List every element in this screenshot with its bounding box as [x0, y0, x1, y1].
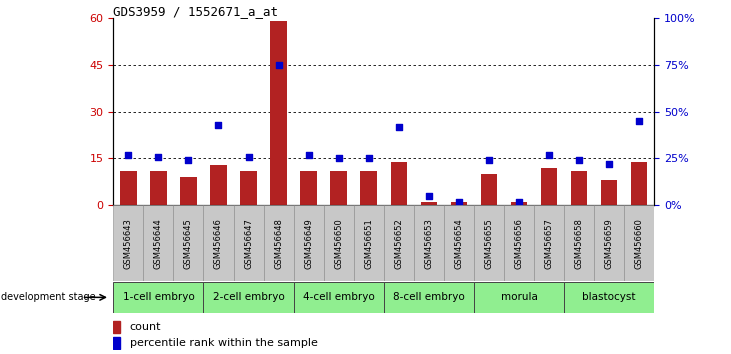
Text: GSM456654: GSM456654 — [455, 218, 463, 269]
Bar — [120, 171, 137, 205]
Text: 4-cell embryo: 4-cell embryo — [303, 292, 374, 302]
Bar — [203, 205, 233, 281]
Text: GSM456648: GSM456648 — [274, 218, 283, 269]
Bar — [571, 171, 588, 205]
Bar — [444, 205, 474, 281]
Point — [603, 161, 615, 167]
Bar — [113, 205, 143, 281]
Bar — [511, 202, 527, 205]
Point — [123, 152, 135, 158]
Text: GSM456649: GSM456649 — [304, 218, 313, 269]
Bar — [360, 171, 377, 205]
Bar — [534, 205, 564, 281]
Bar — [264, 205, 294, 281]
Point — [633, 118, 645, 124]
Bar — [420, 202, 437, 205]
Bar — [450, 202, 467, 205]
Point — [543, 152, 555, 158]
Text: 1-cell embryo: 1-cell embryo — [123, 292, 194, 302]
Point — [393, 124, 405, 129]
Bar — [564, 205, 594, 281]
Bar — [294, 205, 324, 281]
Text: GSM456660: GSM456660 — [635, 218, 644, 269]
Bar — [384, 205, 414, 281]
Bar — [180, 177, 197, 205]
Text: development stage: development stage — [1, 292, 96, 302]
Bar — [173, 205, 203, 281]
Bar — [300, 171, 317, 205]
Text: blastocyst: blastocyst — [583, 292, 636, 302]
Bar — [113, 321, 120, 333]
Text: 8-cell embryo: 8-cell embryo — [393, 292, 465, 302]
Point — [183, 158, 194, 163]
Text: GSM456643: GSM456643 — [124, 218, 133, 269]
Bar — [474, 282, 564, 313]
Point — [513, 199, 525, 204]
Bar — [481, 174, 497, 205]
Bar — [294, 282, 384, 313]
Text: GSM456650: GSM456650 — [334, 218, 343, 269]
Point — [573, 158, 585, 163]
Bar — [384, 282, 474, 313]
Point — [483, 158, 495, 163]
Text: GSM456646: GSM456646 — [214, 218, 223, 269]
Bar — [150, 171, 167, 205]
Bar — [211, 165, 227, 205]
Text: GSM456647: GSM456647 — [244, 218, 253, 269]
Point — [423, 193, 435, 199]
Text: morula: morula — [501, 292, 537, 302]
Bar — [143, 205, 173, 281]
Point — [213, 122, 224, 127]
Bar — [594, 205, 624, 281]
Point — [453, 199, 465, 204]
Bar — [390, 161, 407, 205]
Point — [303, 152, 314, 158]
Point — [333, 156, 344, 161]
Text: GSM456658: GSM456658 — [575, 218, 583, 269]
Bar — [240, 171, 257, 205]
Point — [243, 154, 254, 159]
Point — [153, 154, 164, 159]
Bar — [270, 21, 287, 205]
Bar — [113, 282, 203, 313]
Point — [273, 62, 284, 68]
Bar — [203, 282, 294, 313]
Bar — [601, 180, 618, 205]
Bar — [113, 337, 120, 349]
Text: GSM456657: GSM456657 — [545, 218, 553, 269]
Text: GSM456659: GSM456659 — [605, 218, 613, 269]
Text: GDS3959 / 1552671_a_at: GDS3959 / 1552671_a_at — [113, 5, 279, 18]
Text: GSM456644: GSM456644 — [154, 218, 163, 269]
Text: count: count — [129, 322, 161, 332]
Text: GSM456655: GSM456655 — [485, 218, 493, 269]
Bar — [504, 205, 534, 281]
Point — [363, 156, 374, 161]
Bar — [474, 205, 504, 281]
Text: GSM456656: GSM456656 — [515, 218, 523, 269]
Text: GSM456645: GSM456645 — [184, 218, 193, 269]
Bar — [564, 282, 654, 313]
Bar — [631, 161, 648, 205]
Text: 2-cell embryo: 2-cell embryo — [213, 292, 284, 302]
Text: GSM456652: GSM456652 — [394, 218, 404, 269]
Bar — [233, 205, 264, 281]
Bar — [624, 205, 654, 281]
Text: percentile rank within the sample: percentile rank within the sample — [129, 338, 317, 348]
Bar — [541, 168, 557, 205]
Bar — [330, 171, 347, 205]
Text: GSM456651: GSM456651 — [364, 218, 374, 269]
Bar — [324, 205, 354, 281]
Bar — [354, 205, 384, 281]
Text: GSM456653: GSM456653 — [425, 218, 433, 269]
Bar — [414, 205, 444, 281]
